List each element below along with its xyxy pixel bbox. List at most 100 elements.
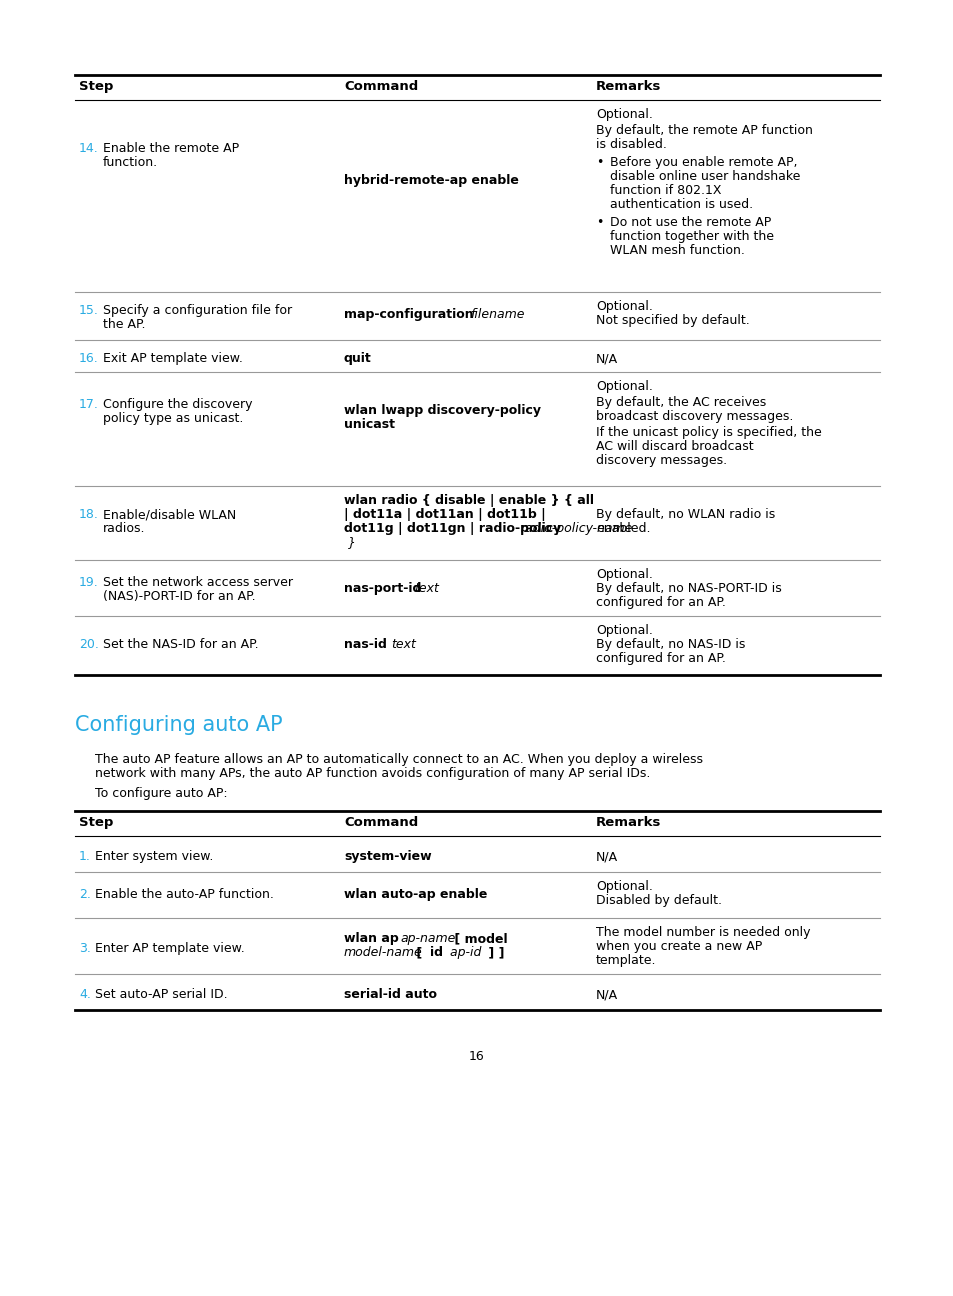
Text: 17.: 17. (79, 398, 99, 411)
Text: 16: 16 (469, 1050, 484, 1063)
Text: the AP.: the AP. (103, 318, 146, 330)
Text: Optional.: Optional. (596, 623, 652, 638)
Text: AC will discard broadcast: AC will discard broadcast (596, 441, 753, 454)
Text: wlan radio { disable | enable } { all: wlan radio { disable | enable } { all (344, 494, 594, 507)
Text: By default, no NAS-ID is: By default, no NAS-ID is (596, 638, 744, 651)
Text: Set auto-AP serial ID.: Set auto-AP serial ID. (95, 988, 228, 1001)
Text: By default, the remote AP function: By default, the remote AP function (596, 124, 812, 137)
Text: 15.: 15. (79, 305, 99, 318)
Text: ap-id: ap-id (446, 946, 481, 959)
Text: 14.: 14. (79, 143, 99, 156)
Text: enabled.: enabled. (596, 522, 650, 535)
Text: radio-policy-name: radio-policy-name (520, 522, 633, 535)
Text: [ model: [ model (450, 932, 507, 945)
Text: Command: Command (344, 80, 417, 93)
Text: Enable the auto-AP function.: Enable the auto-AP function. (95, 888, 274, 901)
Text: radios.: radios. (103, 522, 146, 535)
Text: 20.: 20. (79, 638, 99, 651)
Text: 3.: 3. (79, 942, 91, 955)
Text: Configure the discovery: Configure the discovery (103, 398, 253, 411)
Text: dot11g | dot11gn | radio-policy: dot11g | dot11gn | radio-policy (344, 522, 565, 535)
Text: WLAN mesh function.: WLAN mesh function. (609, 244, 744, 257)
Text: text: text (391, 638, 416, 651)
Text: disable online user handshake: disable online user handshake (609, 170, 800, 183)
Text: 18.: 18. (79, 508, 99, 521)
Text: Before you enable remote AP,: Before you enable remote AP, (609, 156, 797, 168)
Text: configured for an AP.: configured for an AP. (596, 652, 725, 665)
Text: If the unicast policy is specified, the: If the unicast policy is specified, the (596, 426, 821, 439)
Text: configured for an AP.: configured for an AP. (596, 596, 725, 609)
Text: function together with the: function together with the (609, 229, 773, 244)
Text: Exit AP template view.: Exit AP template view. (103, 353, 243, 365)
Text: function if 802.1X: function if 802.1X (609, 184, 720, 197)
Text: policy type as unicast.: policy type as unicast. (103, 412, 243, 425)
Text: By default, no NAS-PORT-ID is: By default, no NAS-PORT-ID is (596, 582, 781, 595)
Text: hybrid-remote-ap enable: hybrid-remote-ap enable (344, 174, 518, 187)
Text: wlan lwapp discovery-policy: wlan lwapp discovery-policy (344, 404, 540, 417)
Text: filename: filename (470, 308, 524, 321)
Text: Optional.: Optional. (596, 568, 652, 581)
Text: By default, the AC receives: By default, the AC receives (596, 397, 765, 410)
Text: To configure auto AP:: To configure auto AP: (95, 787, 228, 800)
Text: •: • (596, 216, 602, 229)
Text: Step: Step (79, 80, 113, 93)
Text: Configuring auto AP: Configuring auto AP (75, 715, 282, 735)
Text: Command: Command (344, 816, 417, 829)
Text: 4.: 4. (79, 988, 91, 1001)
Text: Set the NAS-ID for an AP.: Set the NAS-ID for an AP. (103, 638, 258, 651)
Text: map-configuration: map-configuration (344, 308, 477, 321)
Text: [: [ (412, 946, 426, 959)
Text: Optional.: Optional. (596, 880, 652, 893)
Text: authentication is used.: authentication is used. (609, 198, 752, 211)
Text: serial-id auto: serial-id auto (344, 988, 436, 1001)
Text: system-view: system-view (344, 850, 431, 863)
Text: N/A: N/A (596, 988, 618, 1001)
Text: Disabled by default.: Disabled by default. (596, 894, 721, 907)
Text: 16.: 16. (79, 353, 99, 365)
Text: 2.: 2. (79, 888, 91, 901)
Text: Not specified by default.: Not specified by default. (596, 314, 749, 327)
Text: when you create a new AP: when you create a new AP (596, 940, 761, 953)
Text: Remarks: Remarks (596, 80, 660, 93)
Text: The auto AP feature allows an AP to automatically connect to an AC. When you dep: The auto AP feature allows an AP to auto… (95, 753, 702, 766)
Text: network with many APs, the auto AP function avoids configuration of many AP seri: network with many APs, the auto AP funct… (95, 767, 650, 780)
Text: is disabled.: is disabled. (596, 137, 666, 152)
Text: Optional.: Optional. (596, 108, 652, 121)
Text: Step: Step (79, 816, 113, 829)
Text: quit: quit (344, 353, 372, 365)
Text: Enable/disable WLAN: Enable/disable WLAN (103, 508, 236, 521)
Text: N/A: N/A (596, 353, 618, 365)
Text: •: • (596, 156, 602, 168)
Text: ap-name: ap-name (399, 932, 455, 945)
Text: 19.: 19. (79, 575, 99, 588)
Text: Enable the remote AP: Enable the remote AP (103, 143, 239, 156)
Text: N/A: N/A (596, 850, 618, 863)
Text: text: text (414, 582, 438, 595)
Text: Do not use the remote AP: Do not use the remote AP (609, 216, 770, 229)
Text: Optional.: Optional. (596, 380, 652, 393)
Text: }: } (344, 537, 355, 550)
Text: nas-id: nas-id (344, 638, 391, 651)
Text: Specify a configuration file for: Specify a configuration file for (103, 305, 292, 318)
Text: wlan ap: wlan ap (344, 932, 403, 945)
Text: function.: function. (103, 156, 158, 168)
Text: Enter AP template view.: Enter AP template view. (95, 942, 245, 955)
Text: The model number is needed only: The model number is needed only (596, 927, 810, 940)
Text: unicast: unicast (344, 419, 395, 432)
Text: Remarks: Remarks (596, 816, 660, 829)
Text: template.: template. (596, 954, 656, 967)
Text: Enter system view.: Enter system view. (95, 850, 213, 863)
Text: 1.: 1. (79, 850, 91, 863)
Text: discovery messages.: discovery messages. (596, 454, 726, 467)
Text: broadcast discovery messages.: broadcast discovery messages. (596, 410, 793, 422)
Text: By default, no WLAN radio is: By default, no WLAN radio is (596, 508, 775, 521)
Text: wlan auto-ap enable: wlan auto-ap enable (344, 888, 487, 901)
Text: (NAS)-PORT-ID for an AP.: (NAS)-PORT-ID for an AP. (103, 590, 255, 603)
Text: ] ]: ] ] (483, 946, 504, 959)
Text: Set the network access server: Set the network access server (103, 575, 293, 588)
Text: Optional.: Optional. (596, 299, 652, 314)
Text: model-name: model-name (344, 946, 422, 959)
Text: id: id (430, 946, 442, 959)
Text: | dot11a | dot11an | dot11b |: | dot11a | dot11an | dot11b | (344, 508, 545, 521)
Text: nas-port-id: nas-port-id (344, 582, 425, 595)
